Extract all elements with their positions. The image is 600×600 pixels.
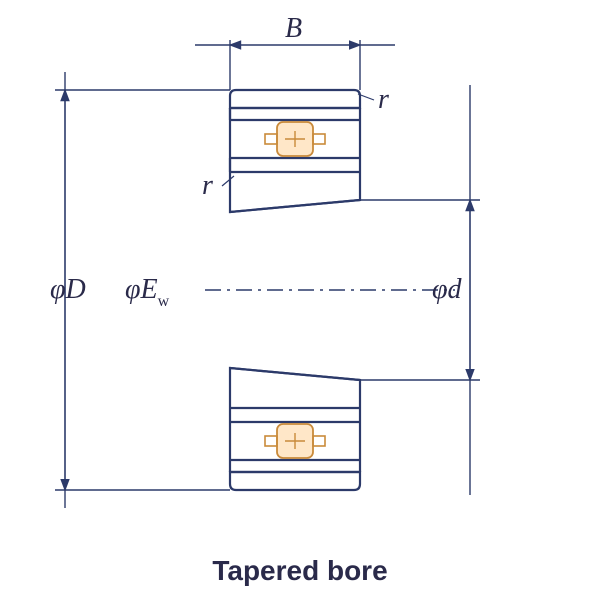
svg-text:r: r — [202, 170, 213, 201]
svg-text:B: B — [285, 13, 302, 44]
diagram-title: Tapered bore — [0, 555, 600, 587]
svg-text:φd: φd — [432, 274, 462, 305]
svg-text:φD: φD — [50, 274, 86, 305]
svg-text:r: r — [378, 84, 389, 115]
svg-text:φEw: φEw — [125, 274, 170, 310]
